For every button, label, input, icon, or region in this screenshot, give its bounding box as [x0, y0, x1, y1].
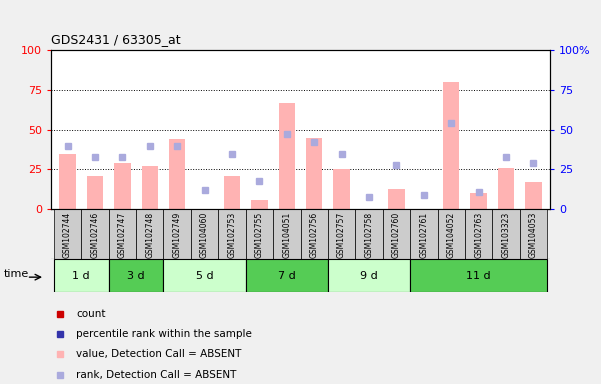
Text: GSM102755: GSM102755	[255, 212, 264, 258]
Text: GSM102763: GSM102763	[474, 212, 483, 258]
Bar	[388, 189, 404, 209]
Bar	[246, 259, 328, 292]
Bar	[246, 209, 273, 259]
Text: GSM102746: GSM102746	[90, 212, 99, 258]
Bar	[54, 259, 109, 292]
Bar	[191, 209, 218, 259]
Text: 11 d: 11 d	[466, 270, 491, 281]
Text: GSM102756: GSM102756	[310, 212, 319, 258]
Text: time: time	[4, 269, 29, 279]
Bar	[114, 163, 130, 209]
Bar	[328, 209, 355, 259]
Text: GSM102758: GSM102758	[365, 212, 373, 258]
Text: count: count	[76, 309, 106, 319]
Bar	[383, 209, 410, 259]
Bar	[525, 182, 542, 209]
Bar	[328, 259, 410, 292]
Text: 9 d: 9 d	[360, 270, 378, 281]
Bar	[109, 209, 136, 259]
Bar	[410, 209, 438, 259]
Bar	[438, 209, 465, 259]
Bar	[492, 209, 520, 259]
Text: GDS2431 / 63305_at: GDS2431 / 63305_at	[51, 33, 181, 46]
Text: percentile rank within the sample: percentile rank within the sample	[76, 329, 252, 339]
Text: GSM102748: GSM102748	[145, 212, 154, 258]
Bar	[273, 209, 300, 259]
Text: GSM104053: GSM104053	[529, 212, 538, 258]
Bar	[224, 176, 240, 209]
Bar	[520, 209, 547, 259]
Bar	[163, 259, 246, 292]
Bar	[334, 169, 350, 209]
Bar	[169, 139, 185, 209]
Bar	[81, 209, 109, 259]
Bar	[410, 259, 547, 292]
Text: GSM102747: GSM102747	[118, 212, 127, 258]
Bar	[471, 194, 487, 209]
Text: GSM104051: GSM104051	[282, 212, 291, 258]
Bar	[498, 168, 514, 209]
Bar	[136, 209, 163, 259]
Bar	[141, 166, 158, 209]
Bar	[251, 200, 267, 209]
Bar	[87, 176, 103, 209]
Text: GSM102749: GSM102749	[172, 212, 182, 258]
Text: value, Detection Call = ABSENT: value, Detection Call = ABSENT	[76, 349, 242, 359]
Text: GSM102744: GSM102744	[63, 212, 72, 258]
Text: GSM102760: GSM102760	[392, 212, 401, 258]
Bar	[163, 209, 191, 259]
Bar	[306, 137, 322, 209]
Text: 7 d: 7 d	[278, 270, 296, 281]
Text: GSM104052: GSM104052	[447, 212, 456, 258]
Text: GSM102757: GSM102757	[337, 212, 346, 258]
Text: GSM104060: GSM104060	[200, 212, 209, 258]
Text: GSM102761: GSM102761	[419, 212, 429, 258]
Bar	[443, 82, 460, 209]
Bar	[109, 259, 163, 292]
Bar	[355, 209, 383, 259]
Text: 5 d: 5 d	[196, 270, 213, 281]
Text: 3 d: 3 d	[127, 270, 145, 281]
Text: GSM102753: GSM102753	[228, 212, 236, 258]
Text: 1 d: 1 d	[73, 270, 90, 281]
Bar	[218, 209, 246, 259]
Bar	[300, 209, 328, 259]
Bar	[59, 154, 76, 209]
Bar	[54, 209, 81, 259]
Text: GSM103323: GSM103323	[502, 212, 511, 258]
Bar	[465, 209, 492, 259]
Text: rank, Detection Call = ABSENT: rank, Detection Call = ABSENT	[76, 369, 236, 379]
Bar	[279, 103, 295, 209]
